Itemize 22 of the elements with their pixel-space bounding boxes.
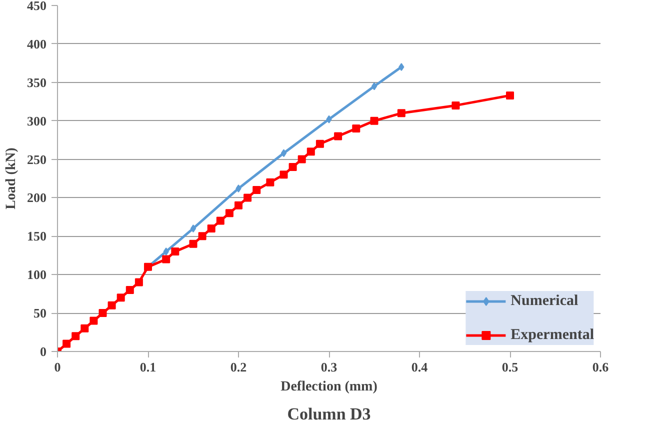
x-tick-label: 0.3: [320, 360, 338, 374]
y-tick-label: 300: [27, 113, 46, 128]
x-tick-label: 0.6: [592, 360, 610, 374]
y-tick-label: 350: [27, 74, 46, 90]
y-tick-label: 450: [27, 0, 46, 13]
x-tick-label: 0.2: [230, 360, 247, 374]
text: Column D3: [287, 404, 371, 424]
y-tick-label: 50: [34, 306, 46, 321]
y-tick-label: 400: [27, 36, 46, 52]
y-tick-label: 100: [27, 267, 46, 282]
y-tick-label: 150: [27, 228, 46, 244]
y-tick-label: 250: [27, 152, 46, 167]
x-tick-label: 0.5: [502, 360, 519, 374]
y-tick-label: 0: [40, 344, 46, 359]
y-axis-title: Load (kN): [4, 147, 19, 210]
x-tick-label: 0.4: [411, 360, 428, 374]
y-tick-label: 200: [27, 190, 46, 206]
x-tick-label: 0.1: [140, 360, 156, 374]
x-tick-label: 0: [54, 360, 61, 374]
legend-label: Numerical: [510, 292, 578, 310]
legend-label: Expermental: [510, 326, 594, 344]
x-axis-title: Deflection (mm): [280, 380, 378, 394]
